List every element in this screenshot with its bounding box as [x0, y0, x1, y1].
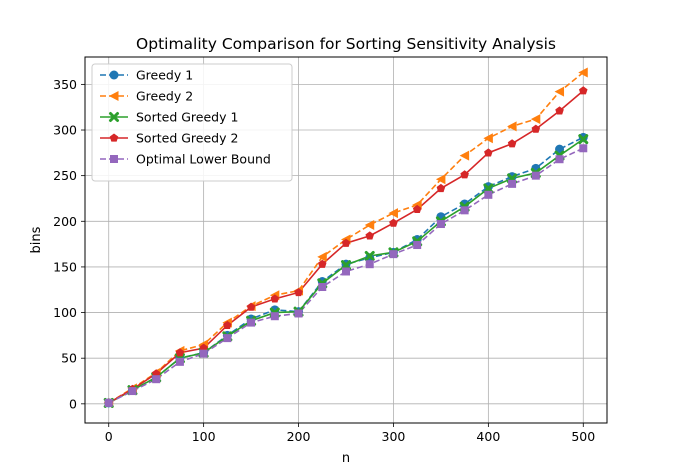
series-line-greedy-2	[108, 71, 584, 404]
x-tick-label: 300	[382, 429, 406, 444]
y-tick-label: 100	[53, 305, 77, 320]
data-point-sorted-greedy-2	[460, 170, 469, 179]
data-point-sorted-greedy-1	[341, 260, 351, 271]
data-point-greedy-2	[459, 150, 470, 161]
legend-box	[91, 63, 293, 182]
data-point-sorted-greedy-2	[578, 86, 588, 95]
data-point-optimal-lower-bound	[555, 155, 564, 164]
data-point-sorted-greedy-2	[175, 348, 185, 357]
data-point-greedy-2	[364, 219, 375, 230]
data-point-greedy-2	[530, 114, 541, 125]
data-point-sorted-greedy-2	[365, 231, 375, 240]
data-point-optimal-lower-bound	[199, 349, 208, 358]
plot-area-frame	[84, 56, 608, 424]
data-point-sorted-greedy-2	[555, 106, 564, 115]
data-point-sorted-greedy-2	[436, 183, 446, 193]
data-point-sorted-greedy-2	[389, 218, 398, 227]
y-tick-label: 200	[53, 214, 77, 229]
y-axis-label: bins	[29, 226, 44, 253]
data-point-optimal-lower-bound	[365, 260, 374, 269]
data-point-optimal-lower-bound	[484, 190, 493, 199]
data-point-sorted-greedy-2	[317, 259, 327, 268]
legend-label-greedy-1: Greedy 1	[136, 68, 193, 83]
data-point-sorted-greedy-1	[364, 250, 375, 261]
data-point-sorted-greedy-2	[270, 294, 280, 303]
data-point-greedy-2	[483, 133, 493, 144]
data-point-greedy-2	[507, 121, 517, 132]
data-point-optimal-lower-bound	[413, 241, 422, 250]
legend-label-sorted-greedy-1: Sorted Greedy 1	[136, 110, 238, 125]
y-tick-label: 350	[53, 77, 77, 92]
series-line-optimal-lower-bound	[108, 147, 584, 404]
legend-marker-sorted-greedy-1	[109, 112, 119, 122]
data-point-sorted-greedy-2	[412, 204, 422, 214]
data-point-optimal-lower-bound	[342, 267, 350, 276]
data-point-optimal-lower-bound	[579, 144, 588, 153]
data-point-sorted-greedy-2	[484, 148, 493, 157]
x-axis-ticks: 0 100 200 300 400 500	[105, 423, 595, 444]
data-point-sorted-greedy-1	[578, 134, 589, 145]
x-tick-label: 400	[476, 429, 500, 444]
legend: Greedy 1 Greedy 2 Sorted Greedy 1 Sorted Gr…	[91, 63, 293, 182]
data-point-sorted-greedy-1	[483, 183, 494, 194]
data-point-optimal-lower-bound	[436, 220, 445, 229]
legend-marker-greedy-2	[109, 91, 119, 101]
data-point-optimal-lower-bound	[318, 283, 327, 292]
data-point-greedy-2	[578, 67, 588, 78]
data-point-optimal-lower-bound	[460, 206, 469, 215]
data-point-greedy-2	[435, 174, 446, 185]
legend-label-sorted-greedy-2: Sorted Greedy 2	[136, 131, 238, 146]
legend-label-greedy-2: Greedy 2	[136, 89, 193, 104]
x-tick-label: 500	[571, 429, 595, 444]
y-tick-label: 50	[61, 351, 77, 366]
data-point-optimal-lower-bound	[389, 250, 398, 259]
y-tick-label: 300	[53, 123, 77, 138]
legend-marker-sorted-greedy-2	[109, 133, 119, 142]
data-point-greedy-2	[388, 208, 398, 219]
legend-label-optimal-lower-bound: Optimal Lower Bound	[136, 152, 271, 167]
y-tick-label: 150	[53, 259, 77, 274]
series-markers-optimal-lower-bound	[104, 144, 588, 407]
data-point-sorted-greedy-2	[223, 320, 232, 329]
data-point-optimal-lower-bound	[531, 171, 540, 180]
data-point-optimal-lower-bound	[247, 318, 256, 327]
y-tick-label: 250	[53, 168, 77, 183]
data-point-greedy-2	[554, 86, 565, 97]
x-tick-label: 100	[192, 429, 216, 444]
legend-marker-optimal-lower-bound	[110, 155, 118, 163]
data-point-optimal-lower-bound	[508, 179, 517, 188]
data-point-optimal-lower-bound	[175, 357, 184, 366]
chart-title: Optimality Comparison for Sorting Sensit…	[136, 35, 556, 53]
data-point-sorted-greedy-2	[507, 139, 517, 148]
data-point-optimal-lower-bound	[270, 312, 279, 321]
data-point-optimal-lower-bound	[223, 334, 232, 343]
y-tick-label: 0	[69, 396, 77, 411]
series-markers	[103, 67, 589, 408]
data-point-optimal-lower-bound	[152, 375, 161, 384]
data-point-sorted-greedy-2	[531, 124, 541, 133]
x-tick-label: 200	[287, 429, 311, 444]
data-point-optimal-lower-bound	[294, 309, 303, 318]
data-point-optimal-lower-bound	[104, 398, 113, 407]
data-point-sorted-greedy-2	[294, 287, 303, 297]
legend-marker-greedy-1	[109, 70, 119, 80]
x-axis-label: n	[342, 451, 350, 466]
data-point-sorted-greedy-2	[341, 238, 351, 247]
data-point-greedy-2	[317, 251, 327, 262]
x-tick-label: 0	[105, 429, 113, 444]
data-point-sorted-greedy-2	[246, 302, 256, 311]
data-point-optimal-lower-bound	[128, 387, 137, 396]
y-axis-ticks: 0 50 100 150 200 250 300 350	[53, 77, 85, 411]
